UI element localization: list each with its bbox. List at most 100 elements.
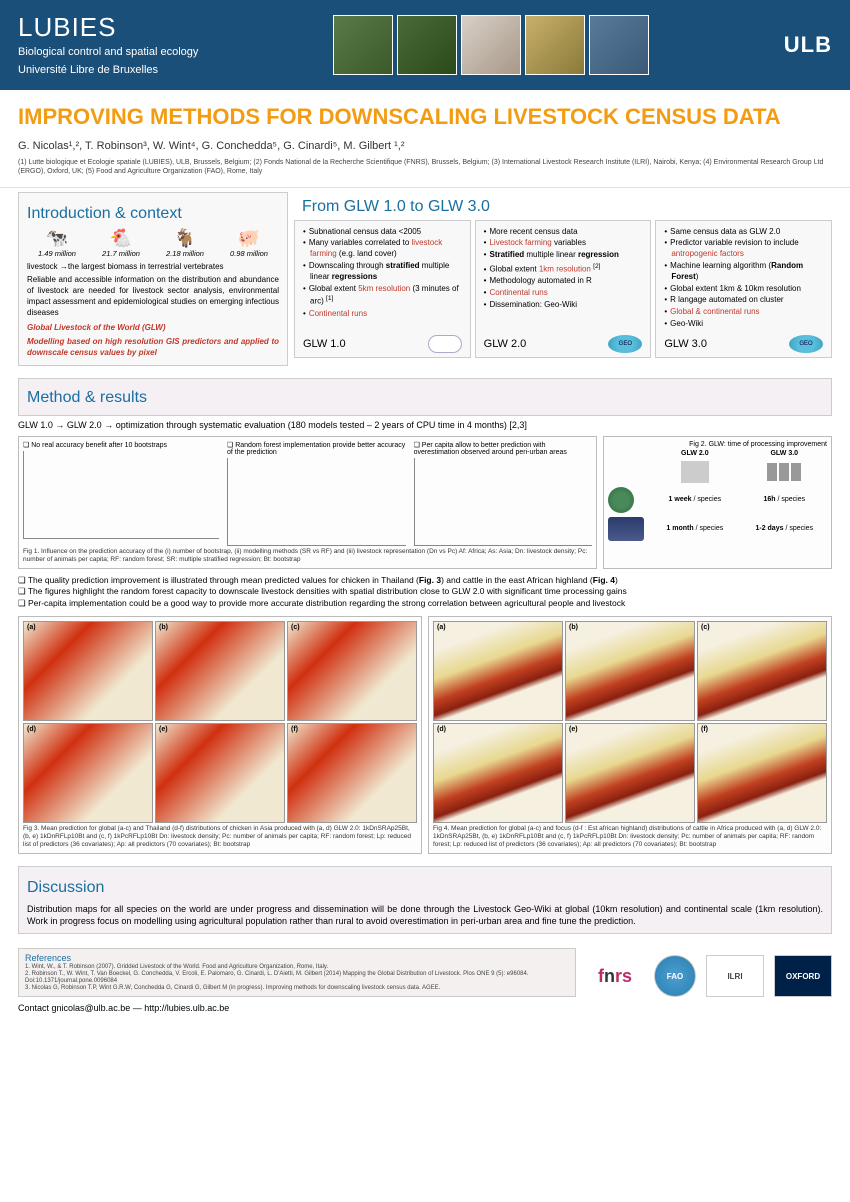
method-section: Method & results GLW 1.0 → GLW 2.0 → opt… xyxy=(0,374,850,862)
refs-list: 1. Wint, W., & T. Robinson (2007). Gridd… xyxy=(25,964,569,993)
map-label: (c) xyxy=(701,624,710,631)
title-block: IMPROVING METHODS FOR DOWNSCALING LIVEST… xyxy=(0,90,850,188)
glw1-box: Subnational census data <2005Many variab… xyxy=(294,220,471,358)
org-name: LUBIES xyxy=(18,12,198,43)
result-bullets: The quality prediction improvement is il… xyxy=(18,575,832,611)
fig3-caption: Fig 3. Mean prediction for global (a-c) … xyxy=(23,825,417,848)
fig2-processing: Fig 2. GLW: time of processing improveme… xyxy=(603,436,832,569)
chart-row-1: ❏ No real accuracy benefit after 10 boot… xyxy=(18,436,832,569)
discussion-text: Distribution maps for all species on the… xyxy=(27,903,823,927)
glw-item: Stratified multiple linear regression xyxy=(484,250,643,261)
org-dept: Biological control and spatial ecology xyxy=(18,45,198,60)
glw2-list: More recent census dataLivestock farming… xyxy=(484,227,643,331)
contact-line: Contact gnicolas@ulb.ac.be — http://lubi… xyxy=(18,1003,832,1013)
ulb-logo: ULB xyxy=(784,32,832,58)
intro-glw-row: Introduction & context 🐄1.49 million🐔21.… xyxy=(0,188,850,374)
references-box: References 1. Wint, W., & T. Robinson (2… xyxy=(18,948,576,998)
org-univ: Université Libre de Bruxelles xyxy=(18,63,198,78)
fig4-maps: (a) (b) (c) (d) (e) (f) xyxy=(433,621,827,823)
animal-stat: 🐄1.49 million xyxy=(27,227,87,258)
animal-count: 21.7 million xyxy=(91,249,151,258)
affiliations: (1) Lutte biologique et Ecologie spatial… xyxy=(18,158,832,176)
glw-item: Continental runs xyxy=(303,309,462,320)
map-label: (b) xyxy=(569,624,578,631)
map-cell: (c) xyxy=(697,621,827,721)
refs-heading: References xyxy=(25,953,569,964)
glw-item: Global extent 1km & 10km resolution xyxy=(664,284,823,295)
glw-item: Machine learning algorithm (Random Fores… xyxy=(664,261,823,283)
processing-grid: GLW 2.0 GLW 3.0 1 week / species 16h / s… xyxy=(608,450,827,541)
map-cell: (b) xyxy=(565,621,695,721)
glw1-list: Subnational census data <2005Many variab… xyxy=(303,227,462,331)
map-cell: (f) xyxy=(287,723,417,823)
glw2-box: More recent census dataLivestock farming… xyxy=(475,220,652,358)
chart-title-3: ❏ Per capita allow to better prediction … xyxy=(414,441,593,456)
discussion-box: Discussion Distribution maps for all spe… xyxy=(18,866,832,934)
glw-item: Methodology automated in R xyxy=(484,276,643,287)
glw-boxes: Subnational census data <2005Many variab… xyxy=(294,220,832,358)
header-photo xyxy=(525,15,585,75)
header-photo xyxy=(461,15,521,75)
blank-badge xyxy=(428,335,462,353)
cluster-icon xyxy=(742,463,827,481)
glw-item: Geo-Wiki xyxy=(664,319,823,330)
intro-box: Introduction & context 🐄1.49 million🐔21.… xyxy=(18,192,288,366)
glw3-label: GLW 3.0 xyxy=(664,338,707,350)
ref-item: 3. Nicolas G, Robinson T.P, Wint G.R.W, … xyxy=(25,985,569,992)
sponsor-logos: fnrs FAO ILRI OXFORD xyxy=(586,955,832,997)
map-label: (f) xyxy=(701,726,708,733)
map-label: (e) xyxy=(569,726,578,733)
map-label: (e) xyxy=(159,726,168,733)
fig4-caption: Fig 4. Mean prediction for global (a-c) … xyxy=(433,825,827,848)
map-cell: (f) xyxy=(697,723,827,823)
boxplot-2 xyxy=(227,458,406,546)
map-row: (a) (b) (c) (d) (e) (f) Fig 3. Mean predictio… xyxy=(18,616,832,853)
computer-icon xyxy=(681,461,709,483)
discussion-heading: Discussion xyxy=(27,873,823,901)
header-org-block: LUBIES Biological control and spatial ec… xyxy=(18,12,198,78)
glw-heading: From GLW 1.0 to GLW 3.0 xyxy=(294,192,832,220)
method-subtitle: GLW 1.0 → GLW 2.0 → optimization through… xyxy=(18,420,832,430)
worldmap-icon xyxy=(608,517,644,541)
globe-icon xyxy=(608,487,634,513)
glw-item: Dissemination: Geo-Wiki xyxy=(484,300,643,311)
geowiki-badge: GEO xyxy=(789,335,823,353)
map-cell: (e) xyxy=(155,723,285,823)
glw-item: Global extent 1km resolution [2] xyxy=(484,262,643,275)
intro-heading: Introduction & context xyxy=(27,199,279,227)
map-cell: (d) xyxy=(433,723,563,823)
glw-item: Subnational census data <2005 xyxy=(303,227,462,238)
map-cell: (e) xyxy=(565,723,695,823)
fig1-chart: ❏ No real accuracy benefit after 10 boot… xyxy=(18,436,597,569)
glw-item: Predictor variable revision to include a… xyxy=(664,238,823,260)
map-label: (b) xyxy=(159,624,168,631)
boxplot-1 xyxy=(23,451,219,539)
method-heading: Method & results xyxy=(27,383,823,411)
result-bullet: Per-capita implementation could be a goo… xyxy=(18,598,832,610)
result-bullet: The quality prediction improvement is il… xyxy=(18,575,832,587)
glw-item: Many variables correlated to livestock f… xyxy=(303,238,462,260)
footer: References 1. Wint, W., & T. Robinson (2… xyxy=(0,942,850,1024)
header-image-strip xyxy=(198,15,783,75)
fig2-title: Fig 2. GLW: time of processing improveme… xyxy=(608,441,827,448)
map-label: (d) xyxy=(437,726,446,733)
fig2-r1c1: 1 week / species xyxy=(652,496,737,503)
glw-item: Livestock farming variables xyxy=(484,238,643,249)
ilri-logo: ILRI xyxy=(706,955,764,997)
map-cell: (b) xyxy=(155,621,285,721)
animal-count: 1.49 million xyxy=(27,249,87,258)
glw-item: Downscaling through stratified multiple … xyxy=(303,261,462,283)
fig4-panel: (a) (b) (c) (d) (e) (f) Fig 4. Mean predictio… xyxy=(428,616,832,853)
chart-title-1: ❏ No real accuracy benefit after 10 boot… xyxy=(23,441,219,449)
discussion-section: Discussion Distribution maps for all spe… xyxy=(0,862,850,942)
map-label: (a) xyxy=(437,624,446,631)
fig2-r2c2: 1-2 days / species xyxy=(742,525,827,532)
glw-title: Global Livestock of the World (GLW) xyxy=(27,323,279,334)
header-photo xyxy=(589,15,649,75)
intro-para: Reliable and accessible information on t… xyxy=(27,275,279,318)
fig1-caption: Fig 1. Influence on the prediction accur… xyxy=(23,548,592,564)
fnrs-logo: fnrs xyxy=(586,955,644,997)
glw-item: Global & continental runs xyxy=(664,307,823,318)
method-heading-box: Method & results xyxy=(18,378,832,416)
animal-count: 0.98 million xyxy=(219,249,279,258)
